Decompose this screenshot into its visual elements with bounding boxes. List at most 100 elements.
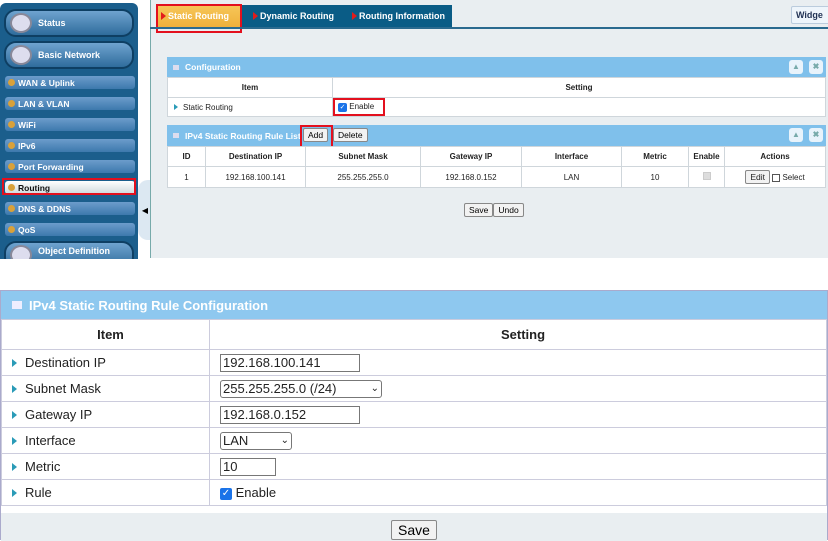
row-label: Destination IP xyxy=(1,349,210,376)
bullet-icon xyxy=(8,184,15,191)
rule-config-header: IPv4 Static Routing Rule Configuration xyxy=(1,291,827,319)
undo-button[interactable]: Undo xyxy=(493,203,524,217)
sidebar-item-dns[interactable]: DNS & DDNS xyxy=(5,202,135,215)
highlight-box xyxy=(2,178,136,195)
col-header: Gateway IP xyxy=(420,146,522,167)
table-row: 1 192.168.100.141 255.255.255.0 192.168.… xyxy=(167,166,826,188)
col-header: Item xyxy=(167,77,333,98)
static-routing-enable[interactable]: ✓ Enable xyxy=(332,97,826,117)
row-label: Static Routing xyxy=(167,97,333,117)
row-label: Subnet Mask xyxy=(1,375,210,402)
rule-config-panel: IPv4 Static Routing Rule Configuration I… xyxy=(0,290,828,541)
label: DNS & DDNS xyxy=(18,203,71,214)
row-label: Metric xyxy=(1,453,210,480)
bullet-icon xyxy=(8,100,15,107)
label: Object Definition xyxy=(38,246,110,256)
widget-button[interactable]: Widge xyxy=(791,6,828,24)
sidebar-item-status[interactable]: Status xyxy=(4,9,134,37)
label: Enable xyxy=(349,102,375,112)
sidebar-item-lan[interactable]: LAN & VLAN xyxy=(5,97,135,110)
collapse-sidebar-handle[interactable]: ◀ xyxy=(138,180,152,240)
selected-value: LAN xyxy=(223,432,249,448)
collapse-icon[interactable]: ▲ xyxy=(789,128,803,142)
checkbox-disabled xyxy=(702,172,711,180)
sidebar-item-ipv6[interactable]: IPv6 xyxy=(5,139,135,152)
checkbox-checked[interactable]: ✓ xyxy=(338,102,347,112)
col-header: Setting xyxy=(332,77,826,98)
close-icon[interactable]: ✖ xyxy=(809,60,823,74)
col-header: Metric xyxy=(621,146,689,167)
sidebar-item-wifi[interactable]: WiFi xyxy=(5,118,135,131)
bullet-icon xyxy=(8,226,15,233)
arrow-icon xyxy=(12,489,17,497)
save-button[interactable]: Save xyxy=(464,203,494,217)
cell-id: 1 xyxy=(167,166,206,188)
highlight-box xyxy=(156,4,242,33)
gateway-ip-input[interactable]: 192.168.0.152 xyxy=(220,405,360,424)
sidebar-item-object-definition[interactable]: Object Definition xyxy=(4,241,134,259)
cell-gw: 192.168.0.152 xyxy=(420,166,522,188)
chevron-down-icon: ⌄ xyxy=(370,382,379,394)
object-icon xyxy=(10,245,32,259)
destination-ip-input[interactable]: 192.168.100.141 xyxy=(220,353,360,372)
form-buttons: Save Undo xyxy=(464,200,524,218)
label: Static Routing xyxy=(183,102,233,112)
collapse-icon[interactable]: ▲ xyxy=(789,60,803,74)
rule-list-header: IPv4 Static Routing Rule List Add Delete… xyxy=(167,125,826,146)
label: Subnet Mask xyxy=(25,381,101,396)
label: Port Forwarding xyxy=(18,161,84,172)
rule-list-table: ID Destination IP Subnet Mask Gateway IP… xyxy=(167,146,826,188)
rule-enable-checkbox[interactable]: ✓ xyxy=(220,487,232,500)
status-icon xyxy=(10,13,32,33)
label: Metric xyxy=(25,459,61,474)
close-icon[interactable]: ✖ xyxy=(809,128,823,142)
arrow-icon xyxy=(12,463,17,471)
delete-button[interactable]: Delete xyxy=(333,128,368,142)
sidebar-item-wan[interactable]: WAN & Uplink xyxy=(5,76,135,89)
interface-select[interactable]: LAN ⌄ xyxy=(220,431,292,450)
bullet-icon xyxy=(8,205,15,212)
subnet-mask-select[interactable]: 255.255.255.0 (/24) ⌄ xyxy=(220,379,382,398)
highlight-box xyxy=(333,98,385,116)
arrow-icon xyxy=(12,359,17,367)
sidebar-item-routing[interactable]: Routing xyxy=(5,181,135,194)
tab-routing-information[interactable]: Routing Information xyxy=(349,5,449,27)
tab-static-routing[interactable]: Static Routing xyxy=(158,5,240,27)
label: Select xyxy=(782,173,805,182)
add-button[interactable]: Add xyxy=(303,128,329,142)
label: WAN & Uplink xyxy=(18,77,75,88)
select-checkbox[interactable] xyxy=(772,173,781,182)
col-header: Subnet Mask xyxy=(305,146,421,167)
col-header: Actions xyxy=(724,146,826,167)
label: Routing xyxy=(18,182,51,193)
sidebar-item-port-forwarding[interactable]: Port Forwarding xyxy=(5,160,135,173)
arrow-icon xyxy=(12,411,17,419)
label: Basic Network xyxy=(38,50,101,60)
bullet-icon xyxy=(8,163,15,170)
cell-iface: LAN xyxy=(521,166,622,188)
sidebar: Status Basic Network WAN & Uplink LAN & … xyxy=(0,3,138,259)
tab-dynamic-routing[interactable]: Dynamic Routing xyxy=(250,5,340,27)
row-label: Gateway IP xyxy=(1,401,210,428)
bullet-icon xyxy=(8,79,15,86)
label: Interface xyxy=(25,433,76,448)
col-header: Setting xyxy=(209,319,827,350)
cell-metric: 10 xyxy=(621,166,689,188)
label: Static Routing xyxy=(168,11,229,21)
bullet-icon xyxy=(8,142,15,149)
panel-title: IPv4 Static Routing Rule List xyxy=(185,130,301,141)
metric-input[interactable]: 10 xyxy=(220,457,276,476)
label: Rule xyxy=(25,485,52,500)
save-button[interactable]: Save xyxy=(391,520,437,540)
sidebar-item-basic-network[interactable]: Basic Network xyxy=(4,41,134,69)
cell-actions: Edit Select xyxy=(724,166,826,188)
cell-mask: 255.255.255.0 xyxy=(305,166,421,188)
label: Status xyxy=(38,18,66,28)
label: Routing Information xyxy=(359,11,445,21)
panel-icon xyxy=(173,133,179,138)
label: Dynamic Routing xyxy=(260,11,335,21)
col-header: ID xyxy=(167,146,206,167)
label: LAN & VLAN xyxy=(18,98,70,109)
edit-button[interactable]: Edit xyxy=(745,170,770,184)
sidebar-item-qos[interactable]: QoS xyxy=(5,223,135,236)
